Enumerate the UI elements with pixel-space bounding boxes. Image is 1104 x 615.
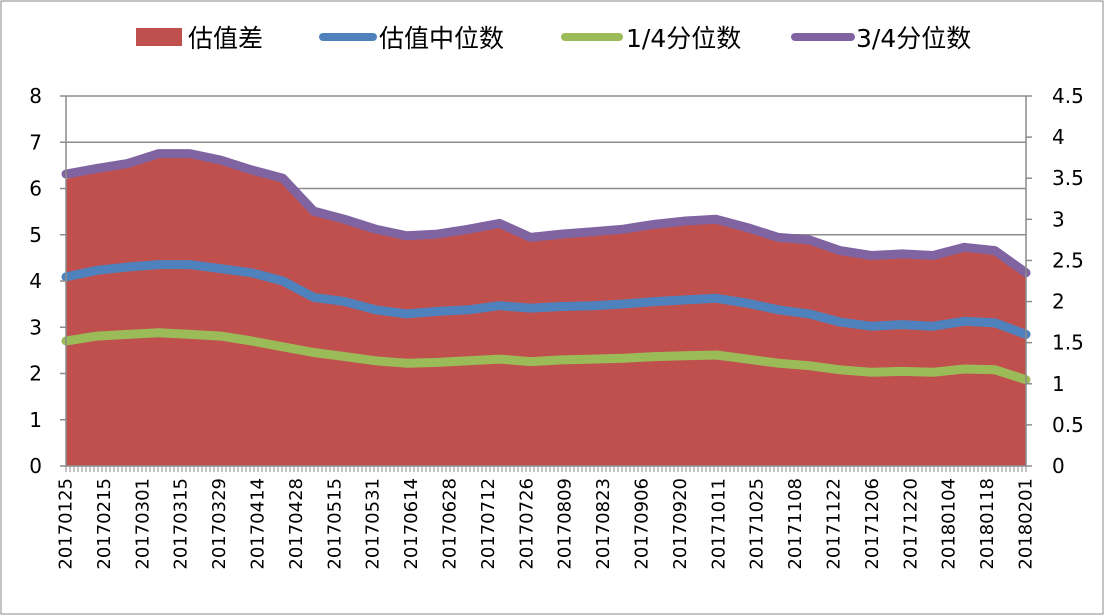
y-right-tick-label-2.5: 2.5	[1052, 248, 1084, 272]
y-right-tick-label-4.5: 4.5	[1052, 84, 1084, 108]
y-right-tick-label-1.5: 1.5	[1052, 331, 1084, 355]
x-tick-label-20170614: 20170614	[401, 478, 422, 570]
x-tick-label-20170301: 20170301	[132, 478, 153, 570]
x-tick-label-20170515: 20170515	[324, 478, 345, 570]
y-axis-left-ticks: 0 1 2 3 4 5 6 7 8	[29, 84, 66, 478]
x-tick-label-20170920: 20170920	[670, 478, 691, 570]
y-left-tick-label-5: 5	[29, 223, 42, 247]
x-tick-label-20170823: 20170823	[593, 478, 614, 570]
x-tick-label-20171206: 20171206	[862, 478, 883, 570]
x-tick-label-20171025: 20171025	[747, 478, 768, 570]
x-tick-label-20170712: 20170712	[478, 478, 499, 570]
x-tick-label-20171108: 20171108	[785, 478, 806, 570]
y-right-tick-label-3.5: 3.5	[1052, 166, 1084, 190]
y-left-tick-label-4: 4	[29, 269, 42, 293]
legend-label-估值中位数: 估值中位数	[379, 24, 504, 53]
lines-layer	[61, 149, 1031, 385]
x-tick-label-20170414: 20170414	[248, 478, 269, 570]
axes	[65, 96, 1027, 472]
x-tick-label-20180104: 20180104	[939, 478, 960, 570]
legend: 估值差 估值中位数 1/4分位数 3/4分位数	[136, 24, 971, 53]
y-left-tick-label-1: 1	[29, 408, 42, 432]
y-axis-right-ticks: 0 0.5 1 1.5 2 2.5 3 3.5 4 4.5	[1026, 84, 1084, 478]
y-left-tick-label-6: 6	[29, 177, 42, 201]
x-tick-label-20170215: 20170215	[94, 478, 115, 570]
x-axis-ticks: 20170125 20170215 20170301 20170315 20170329…	[56, 478, 1037, 570]
y-right-tick-label-3: 3	[1052, 207, 1065, 231]
x-tick-label-20180201: 20180201	[1016, 478, 1037, 570]
y-right-tick-label-2: 2	[1052, 290, 1065, 314]
x-tick-label-20170531: 20170531	[363, 478, 384, 570]
x-tick-label-20170906: 20170906	[632, 478, 653, 570]
y-right-tick-label-0: 0	[1052, 454, 1065, 478]
x-tick-label-20170315: 20170315	[171, 478, 192, 570]
y-right-tick-label-4: 4	[1052, 125, 1065, 149]
series-line-q3	[61, 149, 1031, 278]
y-left-tick-label-8: 8	[29, 84, 42, 108]
x-tick-label-20170125: 20170125	[56, 478, 77, 570]
legend-label-估值差: 估值差	[188, 24, 263, 53]
x-tick-label-20180118: 20180118	[977, 478, 998, 570]
x-tick-label-20170428: 20170428	[286, 478, 307, 570]
series-line-median	[61, 260, 1031, 339]
x-tick-label-20171220: 20171220	[900, 478, 921, 570]
x-tick-label-20170809: 20170809	[555, 478, 576, 570]
legend-label-3/4分位数: 3/4分位数	[856, 24, 971, 53]
y-right-tick-label-0.5: 0.5	[1052, 413, 1084, 437]
series-line-q1	[61, 328, 1031, 385]
legend-swatch-area	[136, 28, 182, 46]
legend-label-1/4分位数: 1/4分位数	[626, 24, 741, 53]
y-left-tick-label-7: 7	[29, 130, 42, 154]
y-left-tick-label-3: 3	[29, 315, 42, 339]
x-tick-label-20171011: 20171011	[708, 478, 729, 570]
x-tick-label-20171122: 20171122	[824, 478, 845, 570]
x-tick-label-20170628: 20170628	[440, 478, 461, 570]
x-tick-label-20170726: 20170726	[516, 478, 537, 570]
y-right-tick-label-1: 1	[1052, 372, 1065, 396]
x-tick-label-20170329: 20170329	[209, 478, 230, 570]
y-left-tick-label-2: 2	[29, 362, 42, 386]
y-left-tick-label-0: 0	[29, 454, 42, 478]
